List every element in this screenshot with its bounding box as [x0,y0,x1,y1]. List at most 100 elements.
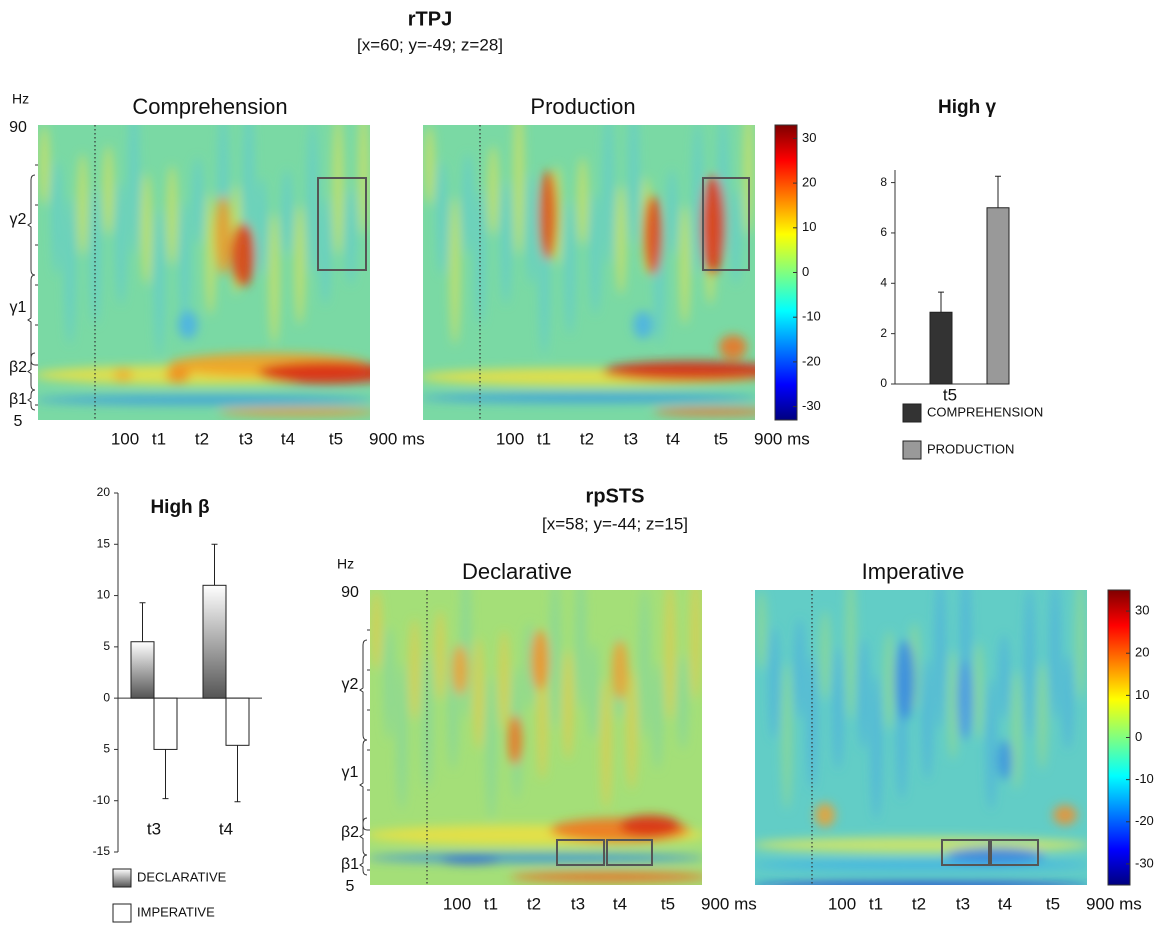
stripe [628,125,639,245]
colorbar-tick-label: -20 [1135,813,1154,828]
stripe [116,181,126,305]
x-tick-label: 900 ms [701,894,757,913]
legend-label: DECLARATIVE [137,869,227,884]
stripe [794,618,805,720]
bar-chart-title: High β [150,497,209,518]
band-brace [27,174,36,276]
blob [701,175,725,275]
colorbar-tick-label: 10 [802,219,816,234]
blob [38,395,370,405]
x-tick-label: t5 [943,385,957,404]
x-tick-label: 900 ms [754,429,810,448]
stripe [243,125,254,245]
roi-box [941,839,990,866]
blob [531,630,549,690]
stripe [564,201,575,335]
stripe [64,197,75,345]
y-tick-label: β1 [341,856,359,873]
heatmap-title: Imperative [862,559,965,584]
stripe [409,618,420,720]
y-tick-label: β1 [9,391,27,408]
stripe [141,173,152,285]
stripe [999,634,1009,720]
stripe [833,646,843,770]
error-bar [234,745,241,803]
stripe [1024,590,1035,740]
stripe [358,125,369,235]
stripe [730,189,741,285]
y-tick-label: γ1 [10,299,27,316]
error-bar [995,175,1001,208]
bar [225,697,250,746]
bar-chart-title: High γ [938,97,996,118]
stripe [52,161,63,275]
stripe [562,650,573,760]
bar [153,697,178,750]
stripe [626,670,637,790]
stripe [973,642,984,740]
colorbar-tick-label: -20 [802,353,821,368]
stripe [269,213,280,345]
x-tick-label: 100 [828,894,856,913]
stripe [1050,590,1061,720]
stripe [256,177,267,275]
x-tick-label: t2 [527,894,541,913]
blob [620,815,680,837]
y-tick-label: 15 [97,536,111,550]
heatmap-title: Declarative [462,559,572,584]
colorbar-tick-label: -30 [802,398,821,413]
colorbar-tick-label: -30 [1135,855,1154,870]
colorbar-tick-label: -10 [1135,771,1154,786]
stripe [652,662,663,770]
y-tick-label: 5 [103,639,110,653]
x-tick-label: 900 ms [1086,894,1142,913]
x-tick-label: t3 [956,894,970,913]
y-tick-label: 20 [97,485,111,499]
stripe [437,161,448,275]
x-tick-label: t3 [624,429,638,448]
section-title: rTPJ [408,8,452,30]
x-tick-label: 100 [496,429,524,448]
blob [957,660,973,740]
colorbar-tick-label: 30 [1135,603,1149,618]
section-subtitle: [x=58; y=-44; z=15] [542,514,688,533]
stripe [550,590,561,730]
band-brace [27,274,36,366]
y-tick-label: β2 [341,824,359,841]
x-tick-label: t4 [281,429,295,448]
blob [1053,805,1077,825]
y-tick-label: 5 [14,413,23,430]
y-tick-label: γ2 [342,676,359,693]
blob [166,367,190,383]
x-tick-label: t1 [484,894,498,913]
stripe [345,189,356,285]
blob [895,640,915,720]
stripe [601,678,612,810]
stripe [128,125,139,255]
bar [929,311,953,385]
stripe [947,650,958,760]
legend-label: PRODUCTION [927,441,1014,456]
y-tick-label: 2 [880,326,887,340]
roi-box [556,839,605,866]
blob [178,311,198,339]
y-tick-label: 4 [880,275,887,289]
y-tick-label: 0 [103,690,110,704]
stripe [371,590,382,670]
x-tick-label: t2 [912,894,926,913]
stripe [667,169,677,255]
stripe [615,185,626,295]
y-tick-label: 0 [880,376,887,390]
stripe [384,626,395,740]
x-tick-label: t3 [147,819,161,838]
stripe [665,590,676,720]
stripe [769,626,780,740]
x-tick-label: 100 [443,894,471,913]
blob [612,640,628,700]
stripe [858,638,869,750]
stripe [333,125,344,255]
stripe [820,610,831,700]
stripe [1037,662,1048,770]
x-tick-label: t1 [869,894,883,913]
